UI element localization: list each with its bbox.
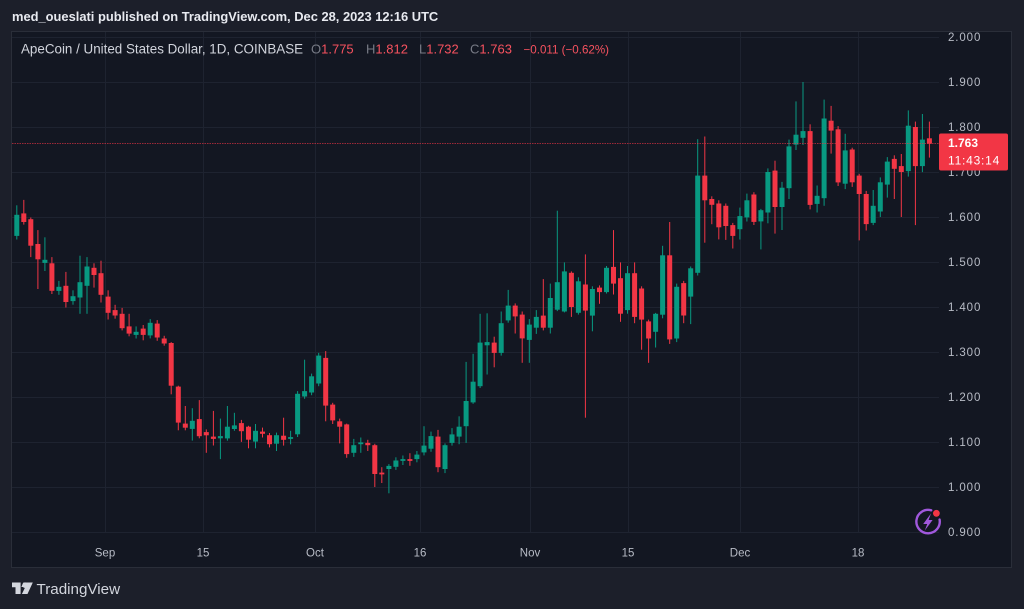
svg-text:1.300: 1.300	[948, 347, 981, 359]
svg-text:1.500: 1.500	[948, 257, 981, 269]
svg-text:1.100: 1.100	[948, 437, 981, 449]
svg-text:11:43:14: 11:43:14	[948, 154, 1000, 168]
svg-text:0.900: 0.900	[948, 527, 981, 539]
svg-text:Sep: Sep	[95, 548, 115, 560]
svg-text:1.800: 1.800	[948, 122, 981, 134]
svg-text:1.000: 1.000	[948, 482, 981, 494]
svg-text:Nov: Nov	[520, 548, 541, 560]
svg-text:1.600: 1.600	[948, 212, 981, 224]
svg-text:1.763: 1.763	[948, 136, 978, 150]
svg-text:med_oueslati published on Trad: med_oueslati published on TradingView.co…	[12, 9, 438, 24]
svg-text:Dec: Dec	[730, 548, 751, 560]
svg-text:18: 18	[852, 548, 865, 560]
svg-text:TradingView: TradingView	[37, 581, 121, 598]
svg-text:15: 15	[622, 548, 635, 560]
svg-text:1.400: 1.400	[948, 302, 981, 314]
svg-text:15: 15	[197, 548, 210, 560]
svg-text:16: 16	[414, 548, 427, 560]
svg-text:2.000: 2.000	[948, 32, 981, 44]
svg-text:1.900: 1.900	[948, 77, 981, 89]
svg-text:Oct: Oct	[306, 548, 325, 560]
svg-text:1.200: 1.200	[948, 392, 981, 404]
